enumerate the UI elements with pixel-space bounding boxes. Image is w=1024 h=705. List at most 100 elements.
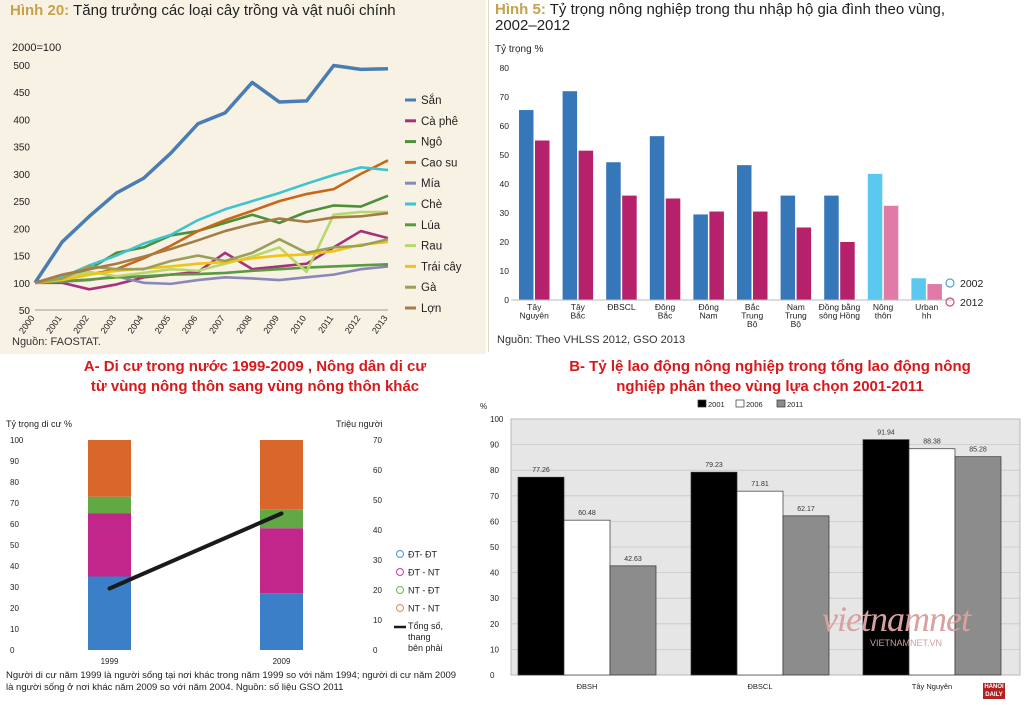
data-label: 79.23 (705, 462, 723, 469)
x-tick-label: Tây (527, 302, 542, 312)
x-tick-label: Tây Nguyên (912, 682, 952, 691)
bar-2002 (911, 278, 926, 300)
series-line-4 (34, 159, 389, 285)
x-tick-label: Trung (741, 311, 763, 321)
y-tick-label: 50 (500, 150, 510, 160)
x-tick-label: 2009 (273, 657, 291, 666)
y-tick-label: 80 (500, 63, 510, 73)
legend-swatch (697, 399, 707, 408)
y-tick-label: 0 (490, 671, 495, 680)
legend-swatch (735, 399, 745, 408)
total-line (107, 511, 284, 591)
x-tick-label: 2010 (288, 313, 308, 335)
legend-swatch (776, 399, 786, 408)
y-tick-label: 60 (490, 517, 499, 526)
bar (954, 456, 1002, 676)
y-axis-label: Tỷ trọng % (495, 43, 543, 55)
y-tick-label-left: 90 (10, 457, 19, 466)
data-label: 60.48 (578, 510, 596, 517)
bar-2002 (606, 162, 621, 300)
stack-segment (88, 440, 131, 497)
legend-label: 2001 (708, 400, 725, 409)
y-tick-label: 60 (500, 121, 510, 131)
x-tick-label: Urban (915, 302, 938, 312)
bar-2012 (796, 227, 812, 300)
vietnamnet-logo: vietnamnet VIETNAMNET.VN (822, 598, 982, 648)
y-tick-label: 10 (490, 645, 499, 654)
panel-migration: Tỷ trọng di cư % Triệu người 0 10 20 30 40 50 60… (0, 414, 485, 705)
x-tick-label: 2002 (71, 313, 91, 335)
legend-label: NT - ĐT (408, 586, 440, 596)
legend-marker (395, 603, 405, 613)
x-tick-label: 2008 (234, 313, 254, 335)
legend-label: 2011 (787, 400, 803, 409)
y-tick-label-right: 50 (373, 496, 382, 505)
y-tick-label: 350 (13, 143, 30, 154)
figure-title: Hình 20: Tăng trưởng các loại cây trồng … (10, 2, 396, 19)
line-chart: 2000=100 50 100 150 200 250 300 350 400 450 500 200… (12, 42, 462, 336)
legend-label: Sắn (421, 94, 441, 107)
y-tick-label: 100 (490, 415, 504, 424)
y-tick-label: 20 (500, 237, 510, 247)
x-tick-label: 2005 (153, 313, 173, 335)
y-tick-label-left: 10 (10, 625, 19, 634)
bar-2012 (883, 205, 899, 300)
legend-label: Rau (421, 241, 442, 253)
bar (782, 515, 830, 676)
stack-segment (260, 528, 303, 594)
data-label: 71.81 (751, 481, 769, 488)
panel-agri-labor: % 0 10 20 30 40 50 60 70 80 90 100 2001 2006 2011 77.26… (478, 397, 1024, 705)
x-tick-label: Đông (655, 302, 676, 312)
bar-2012 (535, 140, 550, 300)
x-tick-label: Bộ (791, 319, 802, 329)
x-tick-label: hh (922, 311, 932, 321)
y-tick-label: 200 (13, 224, 30, 235)
y-tick-label: 250 (13, 197, 30, 208)
data-label: 77.26 (532, 467, 550, 474)
series-line-7 (34, 262, 389, 285)
legend-marker (395, 585, 405, 595)
y-tick-label-right: 70 (373, 436, 382, 445)
bar (609, 565, 657, 676)
legend-label: 2006 (746, 400, 763, 409)
y-tick-label-left: 0 (10, 646, 15, 655)
data-label: 85.28 (969, 447, 987, 454)
logo-text: vietnamnet (822, 599, 971, 639)
y-tick-label-right: 60 (373, 466, 382, 475)
bar (736, 490, 784, 676)
y-tick-label: 30 (500, 208, 510, 218)
y-tick-label-left: 80 (10, 478, 19, 487)
bar (862, 439, 910, 676)
x-tick-label: 2001 (44, 313, 64, 335)
y-tick-label: 400 (13, 115, 30, 126)
legend-label: Gà (421, 282, 437, 294)
data-label: 91.94 (877, 430, 895, 437)
legend-label: thang (408, 632, 431, 642)
y-tick-label-right: 40 (373, 526, 382, 535)
x-tick-label: Tây (571, 302, 586, 312)
y-axis-label-left: Tỷ trọng di cư % (6, 419, 72, 429)
legend-label: Chè (421, 199, 442, 211)
y-tick-label-right: 10 (373, 616, 382, 625)
y-tick-label-left: 70 (10, 499, 19, 508)
y-tick-label-right: 0 (373, 646, 378, 655)
bar-2012 (840, 242, 855, 300)
y-tick-label: 80 (490, 466, 499, 475)
source-note: Nguồn: FAOSTAT. (12, 336, 101, 348)
legend-label: Mía (421, 178, 441, 190)
x-tick-label: 2011 (316, 313, 335, 335)
series-line-6 (34, 166, 389, 285)
bar-2002 (693, 214, 708, 300)
y-tick-label: 150 (13, 252, 30, 263)
legend-label: bên phải (408, 643, 443, 653)
series-line-1 (33, 63, 389, 284)
y-tick-label: 500 (13, 61, 30, 72)
stacked-bar-chart: Tỷ trọng di cư % Triệu người 0 10 20 30 40 50 60… (6, 419, 443, 666)
x-tick-label: Nam (700, 311, 718, 321)
bar-2012 (927, 284, 942, 300)
bar-2012 (622, 195, 637, 300)
legend-label: 2002 (960, 278, 984, 290)
bar-2012 (578, 150, 594, 300)
y-tick-label: 40 (490, 569, 499, 578)
series-line-11 (34, 211, 389, 285)
